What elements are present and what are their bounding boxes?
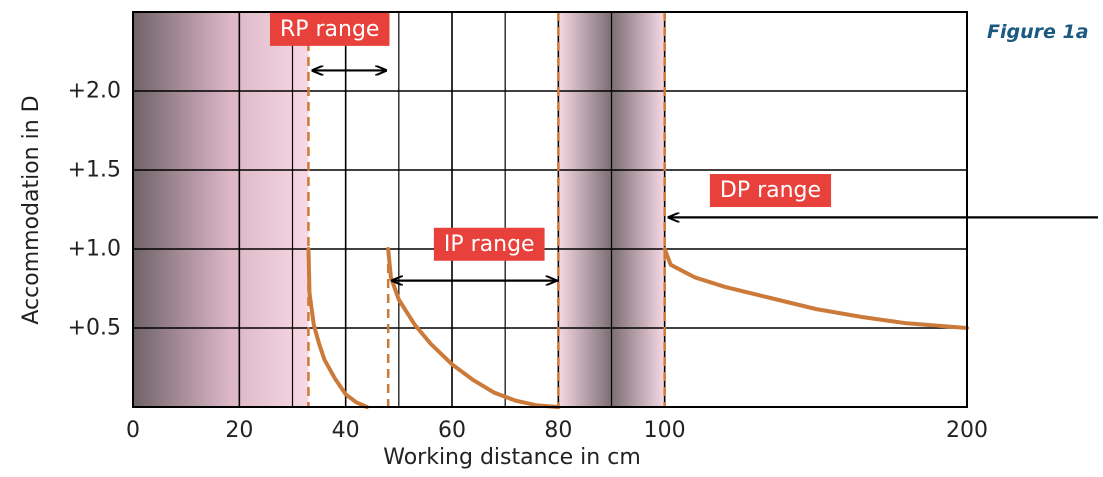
- range-label-text-2: DP range: [720, 178, 821, 203]
- curve-1: [386, 247, 561, 409]
- y-axis-title: Accommodation in D: [19, 95, 44, 324]
- x-axis-title: Working distance in cm: [383, 445, 641, 470]
- x-tick-label-0: 0: [126, 418, 140, 443]
- curve-0: [306, 247, 369, 409]
- curves: [306, 247, 969, 409]
- y-tick-label-+1.0: +1.0: [68, 237, 121, 262]
- tick-labels: 0 20 40 60 80 100 200 +0.5 +1.0 +1.5 +2.0: [68, 79, 988, 444]
- range-label-box-2: [709, 174, 832, 208]
- range-label-text-0: RP range: [280, 17, 380, 42]
- range-label-2: DP range: [709, 174, 832, 208]
- x-tick-label-100: 100: [644, 418, 686, 443]
- plot-frame: [132, 11, 968, 408]
- range-label-box-0: [269, 12, 390, 46]
- shaded-zone-0: [133, 12, 309, 407]
- range-label-0: RP range: [269, 12, 390, 46]
- x-tick-label-40: 40: [332, 418, 360, 443]
- y-tick-label-+1.5: +1.5: [68, 158, 121, 183]
- y-tick-label-+2.0: +2.0: [68, 79, 121, 104]
- range-label-text-1: IP range: [444, 232, 535, 257]
- figure-label: Figure 1a: [987, 21, 1089, 43]
- x-tick-label-80: 80: [544, 418, 572, 443]
- x-tick-label-60: 60: [438, 418, 466, 443]
- range-annotations: RP range IP range DP range: [269, 12, 1098, 281]
- y-tick-label-+0.5: +0.5: [68, 316, 121, 341]
- x-tick-label-200: 200: [946, 418, 988, 443]
- plot-border: [132, 11, 968, 408]
- range-label-1: IP range: [433, 227, 545, 261]
- x-tick-label-20: 20: [225, 418, 253, 443]
- range-label-box-1: [433, 227, 545, 261]
- curve-2: [662, 247, 969, 330]
- dashed-markers: [307, 12, 666, 407]
